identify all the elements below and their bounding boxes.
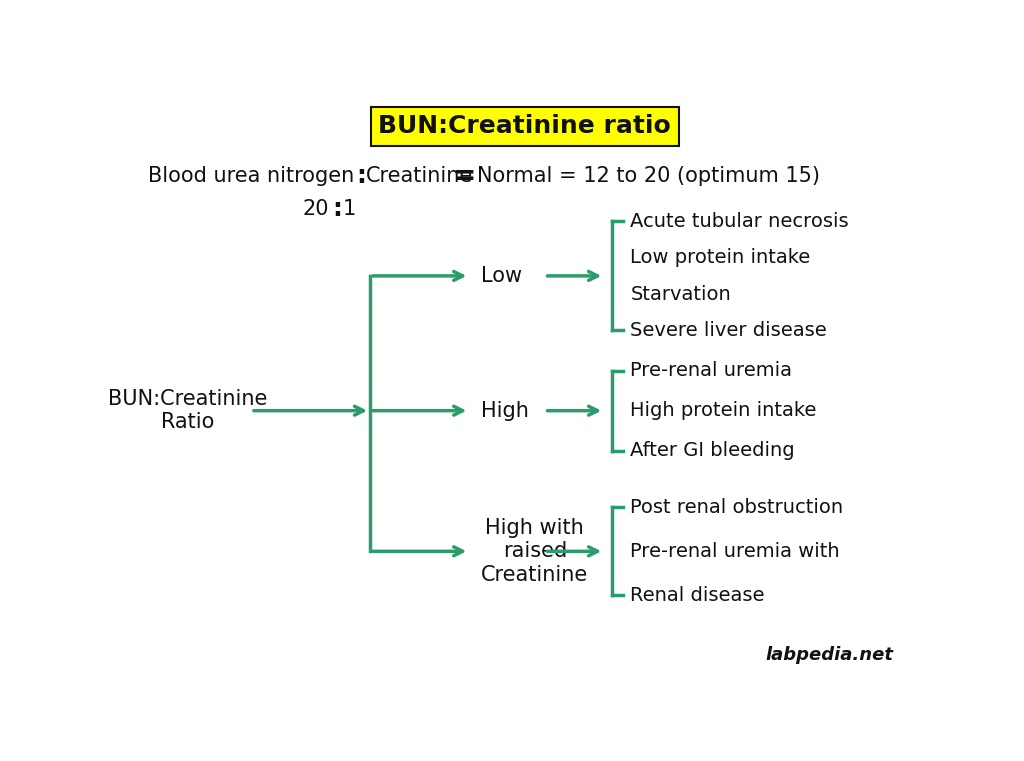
Text: :: :	[355, 164, 366, 188]
Text: 20: 20	[303, 199, 329, 218]
Text: Acute tubular necrosis: Acute tubular necrosis	[631, 212, 849, 231]
Text: BUN:Creatinine
Ratio: BUN:Creatinine Ratio	[108, 389, 267, 432]
Text: After GI bleeding: After GI bleeding	[631, 441, 795, 460]
Text: Starvation: Starvation	[631, 285, 731, 304]
Text: Low protein intake: Low protein intake	[631, 248, 811, 267]
Text: Post renal obstruction: Post renal obstruction	[631, 498, 844, 517]
Text: =: =	[454, 162, 477, 190]
Text: 1: 1	[342, 199, 355, 218]
Text: Blood urea nitrogen: Blood urea nitrogen	[147, 167, 354, 186]
Text: labpedia.net: labpedia.net	[766, 646, 894, 664]
Text: Renal disease: Renal disease	[631, 586, 765, 605]
Text: Pre-renal uremia with: Pre-renal uremia with	[631, 542, 840, 561]
Text: High protein intake: High protein intake	[631, 401, 817, 420]
Text: Low: Low	[481, 266, 522, 286]
Text: Severe liver disease: Severe liver disease	[631, 321, 827, 340]
Text: :: :	[332, 196, 342, 221]
Text: High: High	[481, 401, 529, 421]
Text: Creatinine: Creatinine	[367, 167, 473, 186]
Text: Pre-renal uremia: Pre-renal uremia	[631, 361, 793, 380]
Text: High with
raised
Creatinine: High with raised Creatinine	[481, 518, 589, 584]
Text: BUN:Creatinine ratio: BUN:Creatinine ratio	[379, 114, 671, 139]
Text: Normal = 12 to 20 (optimum 15): Normal = 12 to 20 (optimum 15)	[477, 167, 820, 186]
